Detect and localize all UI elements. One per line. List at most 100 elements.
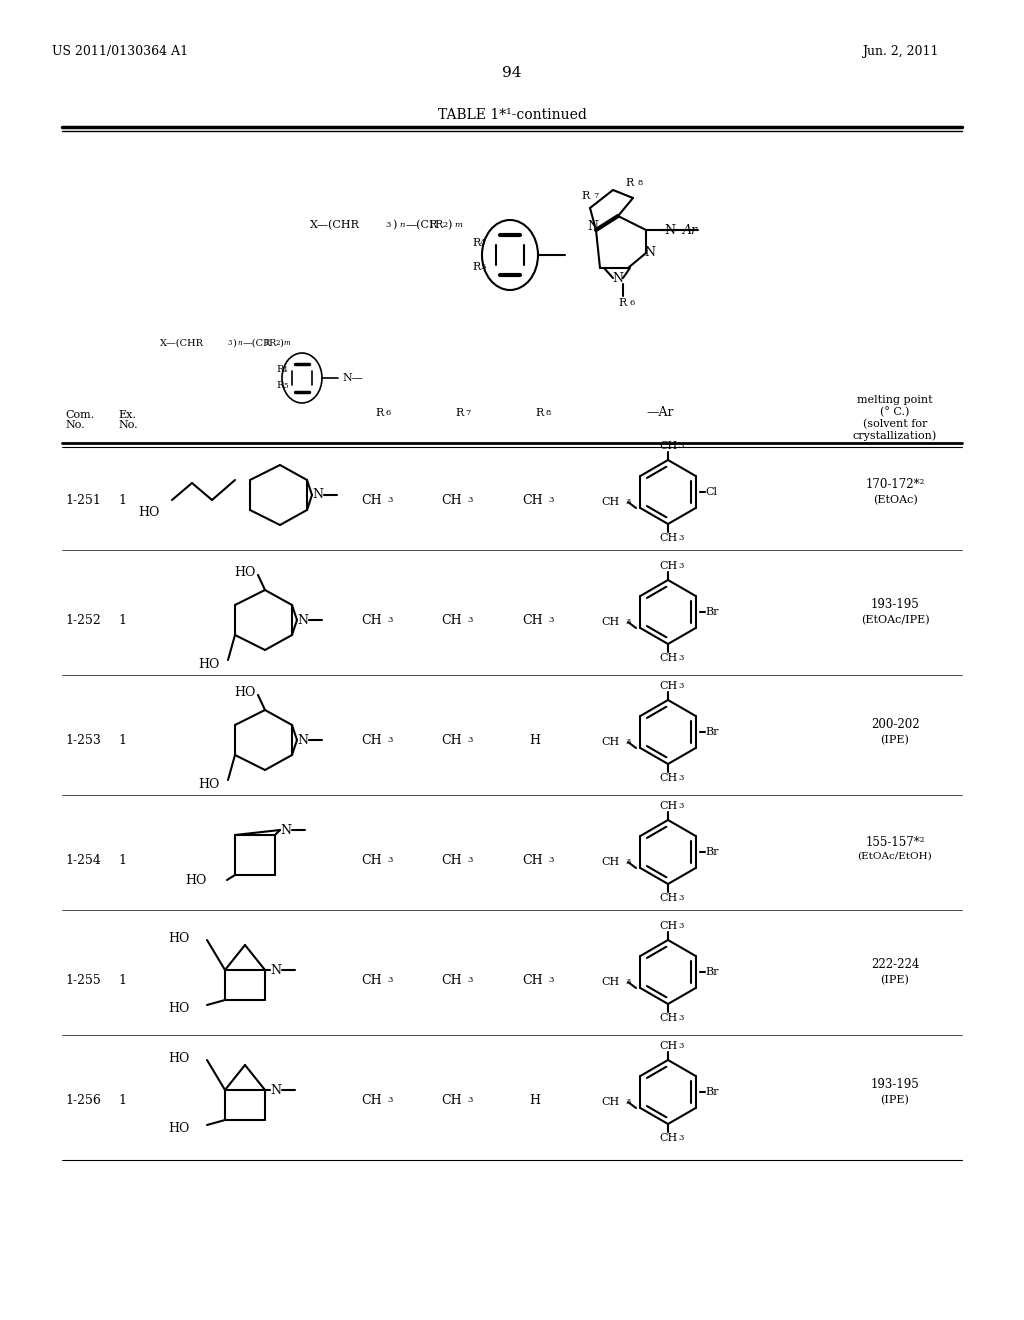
Text: HO: HO — [234, 685, 256, 698]
Text: (° C.): (° C.) — [881, 407, 909, 417]
Text: N: N — [665, 223, 676, 236]
Text: HO: HO — [138, 507, 160, 520]
Text: R: R — [626, 178, 634, 187]
Text: 3: 3 — [548, 975, 553, 983]
Text: 3: 3 — [227, 339, 231, 347]
Text: ): ) — [232, 338, 236, 347]
Text: CH: CH — [361, 974, 382, 986]
Text: 1: 1 — [118, 974, 126, 986]
Text: 7: 7 — [593, 191, 598, 201]
Text: 6: 6 — [385, 409, 390, 417]
Text: 3: 3 — [385, 220, 390, 228]
Text: ): ) — [279, 338, 283, 347]
Text: 3: 3 — [678, 774, 683, 781]
Text: 2: 2 — [275, 339, 280, 347]
Text: 3: 3 — [626, 738, 631, 746]
Text: CH: CH — [658, 441, 677, 451]
Text: HO: HO — [169, 1122, 190, 1134]
Text: R: R — [434, 220, 442, 230]
Text: No.: No. — [65, 420, 85, 430]
Text: 3: 3 — [548, 855, 553, 865]
Text: 3: 3 — [678, 442, 683, 450]
Text: CH: CH — [602, 616, 620, 627]
Text: Ex.: Ex. — [118, 411, 136, 420]
Text: 3: 3 — [387, 975, 392, 983]
Text: 3: 3 — [467, 975, 472, 983]
Text: CH: CH — [658, 681, 677, 690]
Text: (EtOAc/EtOH): (EtOAc/EtOH) — [858, 851, 933, 861]
Text: 8: 8 — [637, 180, 642, 187]
Text: 1: 1 — [118, 494, 126, 507]
Text: Jun. 2, 2011: Jun. 2, 2011 — [862, 45, 938, 58]
Text: CH: CH — [602, 977, 620, 987]
Text: 5: 5 — [283, 381, 288, 389]
Text: R: R — [276, 366, 284, 375]
Text: 3: 3 — [467, 496, 472, 504]
Text: 3: 3 — [626, 978, 631, 986]
Text: TABLE 1*¹-continued: TABLE 1*¹-continued — [437, 108, 587, 121]
Text: No.: No. — [118, 420, 137, 430]
Text: X—(CHR: X—(CHR — [310, 220, 360, 230]
Text: CH: CH — [522, 854, 544, 866]
Text: Ar: Ar — [683, 223, 698, 236]
Text: CH: CH — [658, 774, 677, 783]
Text: N: N — [312, 488, 323, 502]
Text: R: R — [472, 261, 480, 272]
Text: 3: 3 — [678, 653, 683, 663]
Text: R: R — [376, 408, 384, 418]
Text: 1: 1 — [264, 339, 268, 347]
Text: (EtOAc): (EtOAc) — [872, 495, 918, 506]
Text: 8: 8 — [546, 409, 551, 417]
Text: Br: Br — [705, 847, 719, 857]
Text: melting point: melting point — [857, 395, 933, 405]
Text: N: N — [280, 824, 291, 837]
Text: CH: CH — [602, 498, 620, 507]
Text: 3: 3 — [626, 858, 631, 866]
Text: CH: CH — [441, 494, 462, 507]
Text: CH: CH — [441, 1093, 462, 1106]
Text: CH: CH — [361, 734, 382, 747]
Text: 3: 3 — [548, 496, 553, 504]
Text: —(CR: —(CR — [406, 220, 438, 230]
Text: 3: 3 — [626, 498, 631, 506]
Text: CH: CH — [441, 614, 462, 627]
Text: US 2011/0130364 A1: US 2011/0130364 A1 — [52, 45, 188, 58]
Text: 3: 3 — [678, 921, 683, 931]
Text: CH: CH — [522, 974, 544, 986]
Text: 3: 3 — [678, 562, 683, 570]
Text: CH: CH — [602, 857, 620, 867]
Text: 3: 3 — [548, 616, 553, 624]
Text: ): ) — [392, 220, 396, 230]
Text: CH: CH — [658, 1041, 677, 1051]
Text: HO: HO — [199, 659, 220, 672]
Text: Com.: Com. — [65, 411, 94, 420]
Text: 5: 5 — [480, 263, 485, 271]
Text: CH: CH — [361, 1093, 382, 1106]
Text: 3: 3 — [467, 855, 472, 865]
Text: R: R — [276, 381, 284, 391]
Text: 3: 3 — [387, 496, 392, 504]
Text: 1-255: 1-255 — [65, 974, 100, 986]
Text: 3: 3 — [678, 803, 683, 810]
Text: CH: CH — [658, 561, 677, 572]
Text: R: R — [456, 408, 464, 418]
Text: H: H — [529, 1093, 541, 1106]
Text: 170-172*²: 170-172*² — [865, 479, 925, 491]
Text: Br: Br — [705, 968, 719, 977]
Text: HO: HO — [199, 779, 220, 792]
Text: 3: 3 — [678, 682, 683, 690]
Text: 193-195: 193-195 — [870, 598, 920, 611]
Text: ): ) — [447, 220, 452, 230]
Text: n: n — [238, 339, 243, 347]
Text: 2: 2 — [442, 220, 447, 228]
Text: CH: CH — [361, 494, 382, 507]
Text: 3: 3 — [678, 535, 683, 543]
Text: (solvent for: (solvent for — [863, 418, 927, 429]
Text: CH: CH — [602, 1097, 620, 1107]
Text: N: N — [612, 272, 624, 285]
Text: Br: Br — [705, 607, 719, 616]
Text: N: N — [588, 219, 598, 232]
Text: N: N — [297, 734, 308, 747]
Text: CH: CH — [441, 734, 462, 747]
Text: 6: 6 — [630, 300, 635, 308]
